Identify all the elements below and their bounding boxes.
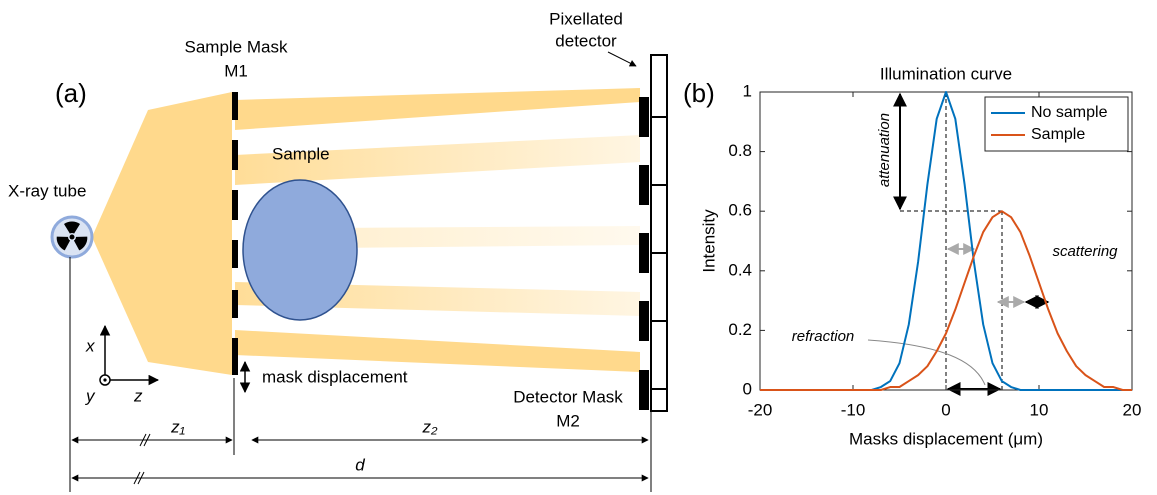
x-tick-label: -20	[748, 400, 773, 419]
label: Detector Mask	[513, 387, 623, 406]
y-tick-label: 0.8	[728, 141, 752, 160]
radiation-icon	[56, 221, 88, 251]
dimension-lines	[69, 51, 652, 492]
series-line	[760, 210, 1132, 391]
label: mask displacement	[262, 367, 408, 386]
dimension-label: d	[355, 455, 365, 474]
x-tick-label: 20	[1123, 400, 1142, 419]
annotation-arrows	[867, 92, 1050, 396]
axis-label: y	[85, 386, 96, 405]
label: Pixellated	[549, 9, 623, 28]
y-tick-label: 0.2	[728, 320, 752, 339]
legend-label: No sample	[1031, 104, 1108, 121]
y-tick-label: 0.4	[728, 260, 752, 279]
beamlet	[235, 330, 640, 372]
x-tick-label: 10	[1030, 400, 1049, 419]
panel-a: (a) X-ray tube Sample Mask M1 Sample Pix…	[8, 9, 668, 492]
label: M1	[224, 61, 248, 80]
beamlet	[235, 135, 640, 185]
label: M2	[556, 411, 580, 430]
y-axis-dot	[103, 378, 107, 382]
annotation: refraction	[792, 328, 855, 345]
chart-title: Illumination curve	[880, 64, 1012, 83]
legend-label: Sample	[1031, 126, 1085, 143]
label: X-ray tube	[8, 181, 86, 200]
label: detector	[555, 31, 617, 50]
detector	[650, 54, 668, 412]
label: Sample Mask	[185, 37, 288, 56]
legend-box	[984, 96, 1129, 152]
legend: No sample Sample	[984, 96, 1129, 152]
panel-label: (b)	[683, 78, 715, 108]
dimension-label: z₁	[170, 417, 185, 436]
sample	[242, 179, 358, 321]
x-tick-label: -10	[841, 400, 866, 419]
label: Sample	[272, 144, 330, 163]
panel-b: (b) Illumination curve Masks displacemen…	[683, 64, 1141, 448]
annotation: scattering	[1052, 243, 1118, 260]
y-axis-label: Intensity	[699, 209, 718, 273]
y-tick-label: 0.6	[728, 201, 752, 220]
axis-label: x	[85, 336, 95, 355]
y-tick-label: 1	[743, 81, 752, 100]
annotation: attenuation	[876, 113, 893, 187]
panel-label: (a)	[55, 78, 87, 108]
detector-mask	[639, 97, 649, 410]
y-tick-label: 0	[743, 379, 752, 398]
x-axis-label: Masks displacement (μm)	[849, 429, 1043, 448]
x-tick-label: 0	[941, 400, 950, 419]
beamlet	[235, 88, 640, 130]
dimension-label: z₂	[422, 417, 439, 436]
beamlet	[330, 226, 640, 248]
beam-cone	[92, 92, 232, 375]
axis-label: z	[133, 386, 143, 405]
